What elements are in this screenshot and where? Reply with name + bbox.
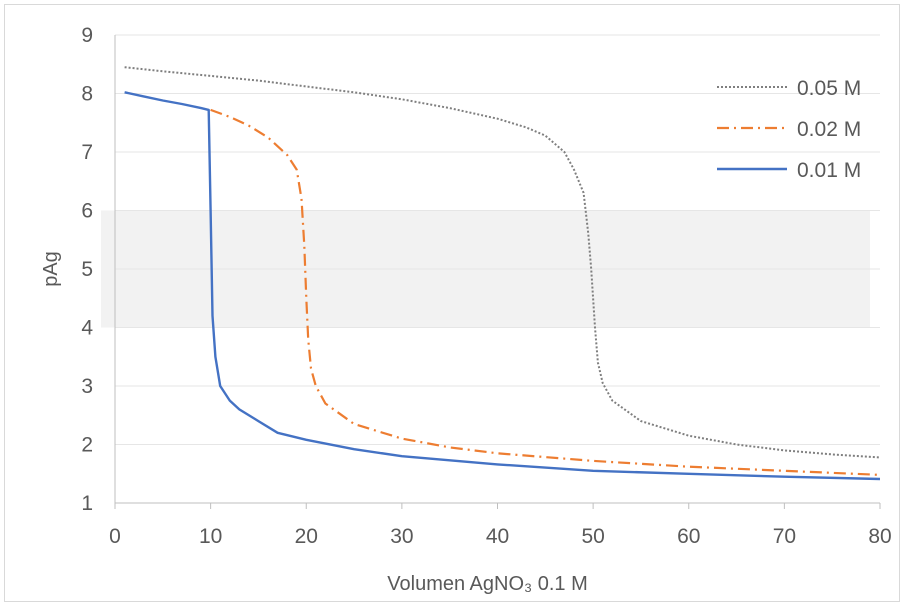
y-tick-label: 6 [81,200,93,223]
y-tick-label: 9 [81,24,93,47]
titration-chart: 1 2 3 4 5 6 7 8 9 0 10 20 30 40 50 60 70 80 Volumen AgNO₃… [40,24,892,595]
gridlines [115,34,880,445]
y-tick-label: 5 [81,258,93,281]
y-axis-title: pAg [40,251,62,287]
x-tick-label: 60 [677,525,700,548]
x-axis-title: Volumen AgNO₃ 0.1 M [387,573,587,595]
x-tick-label: 10 [199,525,222,548]
x-tick-label: 80 [868,525,891,548]
x-tick-label: 0 [109,525,121,548]
series-line-0 [124,66,881,459]
legend-label: 0.01 M [797,159,861,182]
legend-label: 0.02 M [797,118,861,141]
legend-label: 0.05 M [797,77,861,100]
y-tick-label: 1 [81,492,93,515]
legend: 0.05 M 0.02 M 0.01 M [717,77,861,182]
y-tick-label: 3 [81,375,93,398]
x-tick-label: 20 [295,525,318,548]
y-tick-label: 4 [81,317,93,340]
chart-frame: 1 2 3 4 5 6 7 8 9 0 10 20 30 40 50 60 70 80 Volumen AgNO₃… [4,4,900,602]
x-tick-label: 30 [390,525,413,548]
axes: 1 2 3 4 5 6 7 8 9 0 10 20 30 40 50 60 70 80 [81,24,891,548]
x-tick-label: 40 [486,525,509,548]
series-lines [124,66,881,481]
y-tick-label: 7 [81,141,93,164]
x-tick-label: 50 [581,525,604,548]
x-tick-label: 70 [773,525,796,548]
y-tick-label: 8 [81,83,93,106]
series-line-1 [210,108,881,476]
series-line-2 [124,91,881,481]
y-tick-label: 2 [81,434,93,457]
